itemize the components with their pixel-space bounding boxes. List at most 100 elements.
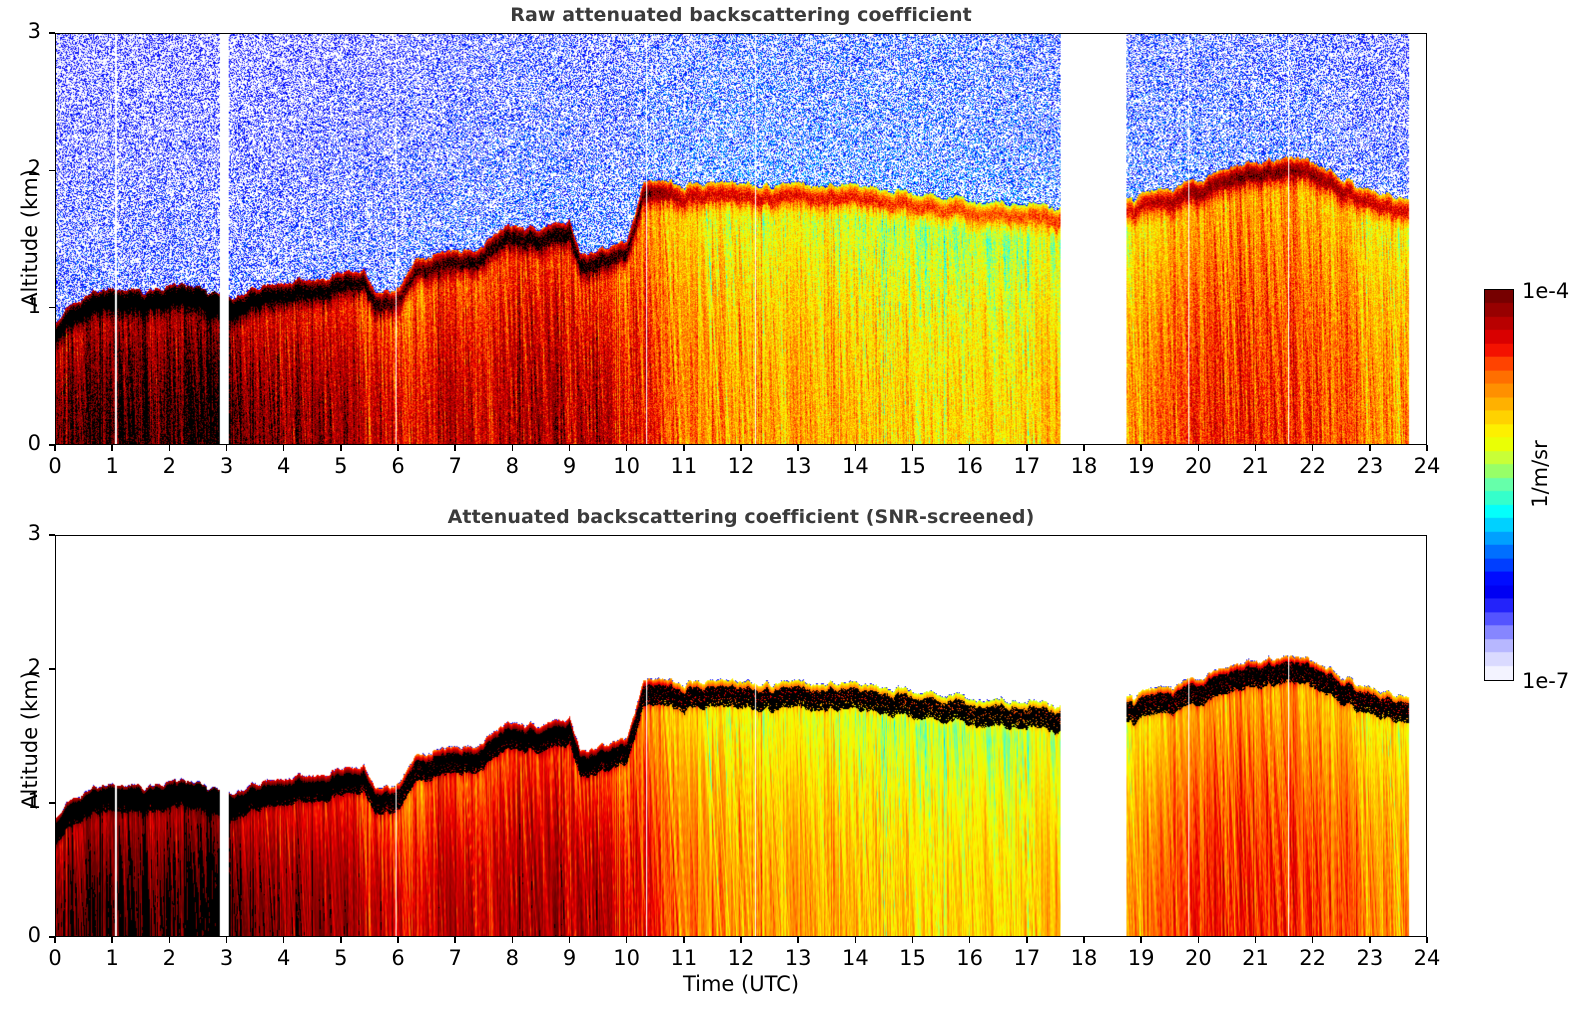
heatmap-image-raw <box>56 34 1426 444</box>
y-tick-label: 2 <box>27 156 41 181</box>
y-tick-mark <box>49 802 55 804</box>
x-tick-mark <box>340 937 342 943</box>
colorbar-gradient <box>1484 289 1514 681</box>
x-tick-mark <box>225 937 228 943</box>
x-tick-mark <box>797 937 799 943</box>
heatmap-axes-screened <box>55 535 1427 937</box>
x-tick-label: 15 <box>899 454 926 478</box>
x-tick-mark <box>1426 445 1428 451</box>
x-tick-label: 14 <box>841 946 869 970</box>
x-axis-label: Time (UTC) <box>682 972 800 996</box>
x-tick-label: 15 <box>899 946 926 970</box>
x-tick-mark <box>54 937 56 943</box>
x-tick-mark <box>282 445 285 451</box>
y-tick-label: 1 <box>27 789 41 813</box>
x-tick-mark <box>1140 937 1142 943</box>
x-tick-label: 13 <box>784 946 812 970</box>
x-tick-label: 23 <box>1356 946 1384 970</box>
x-tick-label: 24 <box>1413 946 1441 970</box>
x-tick-mark <box>797 445 799 451</box>
y-tick-mark <box>49 32 55 34</box>
y-tick-label: 2 <box>27 655 41 679</box>
x-tick-label: 19 <box>1127 946 1155 970</box>
x-tick-label: 20 <box>1184 454 1212 478</box>
x-tick-mark <box>1426 937 1428 943</box>
x-tick-mark <box>1369 937 1371 943</box>
x-tick-label: 22 <box>1299 454 1327 478</box>
x-tick-mark <box>1026 937 1028 943</box>
x-tick-mark <box>111 445 113 451</box>
x-tick-mark <box>511 445 514 451</box>
x-tick-label: 12 <box>727 454 755 478</box>
x-tick-label: 8 <box>505 454 520 478</box>
x-tick-mark <box>968 445 971 451</box>
x-tick-label: 17 <box>1013 946 1041 970</box>
x-tick-label: 3 <box>219 946 234 970</box>
x-tick-label: 6 <box>391 946 405 970</box>
x-tick-mark <box>683 937 685 943</box>
x-tick-label: 21 <box>1242 454 1269 478</box>
x-tick-label: 4 <box>276 946 291 970</box>
x-tick-label: 6 <box>391 454 405 478</box>
x-tick-mark <box>683 445 685 451</box>
x-tick-label: 11 <box>670 454 698 478</box>
x-tick-mark <box>568 937 571 943</box>
x-tick-mark <box>225 445 228 451</box>
x-tick-mark <box>111 937 113 943</box>
x-tick-label: 0 <box>48 454 62 478</box>
x-tick-label: 2 <box>162 946 177 970</box>
panel-title-screened: Attenuated backscattering coefficient (S… <box>447 506 1035 528</box>
x-tick-label: 14 <box>841 454 869 478</box>
y-tick-mark <box>49 444 55 446</box>
x-tick-mark <box>168 445 171 451</box>
y-tick-mark <box>49 936 55 938</box>
x-tick-label: 18 <box>1070 946 1098 970</box>
x-tick-mark <box>1254 445 1257 451</box>
x-tick-label: 4 <box>276 454 291 478</box>
x-tick-mark <box>397 937 399 943</box>
x-tick-label: 19 <box>1127 454 1155 478</box>
x-tick-label: 21 <box>1242 946 1269 970</box>
x-tick-mark <box>968 937 971 943</box>
x-tick-mark <box>911 445 914 451</box>
y-tick-label: 0 <box>27 431 41 455</box>
y-tick-label: 3 <box>27 521 41 545</box>
x-tick-mark <box>340 445 342 451</box>
x-tick-mark <box>454 937 456 943</box>
x-tick-mark <box>625 937 628 943</box>
x-tick-mark <box>1197 937 1200 943</box>
x-tick-label: 3 <box>219 454 234 478</box>
x-tick-label: 24 <box>1413 454 1441 478</box>
x-tick-label: 13 <box>784 454 812 478</box>
x-tick-label: 18 <box>1070 454 1098 478</box>
x-tick-mark <box>1083 445 1085 451</box>
x-tick-label: 7 <box>448 946 462 970</box>
x-tick-mark <box>282 937 285 943</box>
x-tick-label: 1 <box>105 946 119 970</box>
y-tick-label: 3 <box>27 19 41 43</box>
x-tick-label: 2 <box>162 454 177 478</box>
x-tick-label: 10 <box>613 946 641 970</box>
x-tick-label: 8 <box>505 946 520 970</box>
x-tick-mark <box>740 445 742 451</box>
x-tick-label: 23 <box>1356 454 1384 478</box>
y-tick-mark <box>49 169 55 172</box>
y-tick-mark <box>49 534 55 536</box>
x-tick-label: 1 <box>105 454 119 478</box>
x-tick-mark <box>1140 445 1142 451</box>
x-tick-mark <box>625 445 628 451</box>
x-tick-mark <box>1197 445 1200 451</box>
x-tick-mark <box>454 445 456 451</box>
colorbar <box>1484 289 1514 681</box>
x-tick-mark <box>568 445 571 451</box>
x-tick-label: 20 <box>1184 946 1212 970</box>
x-tick-mark <box>1311 937 1314 943</box>
x-tick-mark <box>1083 937 1085 943</box>
x-tick-mark <box>1026 445 1028 451</box>
x-tick-mark <box>1254 937 1257 943</box>
heatmap-image-screened <box>56 536 1426 936</box>
y-tick-mark <box>49 668 55 670</box>
x-tick-label: 11 <box>670 946 698 970</box>
x-tick-label: 9 <box>562 454 577 478</box>
y-tick-label: 0 <box>27 923 41 947</box>
